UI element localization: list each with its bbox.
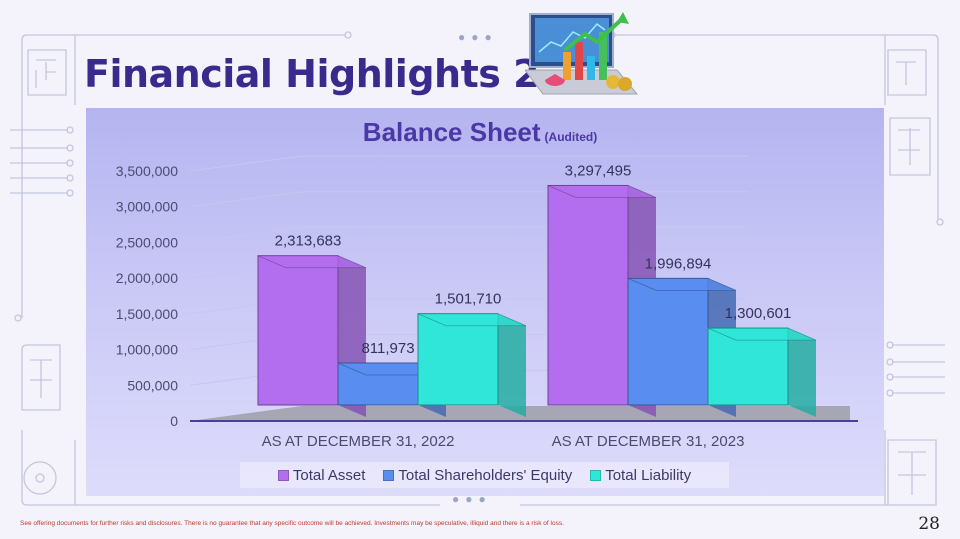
y-tick-label: 1,000,000 [116, 342, 178, 358]
y-tick-label: 2,000,000 [116, 270, 178, 286]
chart-panel [86, 108, 884, 496]
legend-swatch-shareholders-equity [383, 469, 395, 481]
bar [257, 255, 339, 406]
chart-subtitle: (Audited) [544, 130, 598, 144]
data-label: 1,300,601 [725, 305, 792, 322]
data-label: 1,501,710 [435, 291, 502, 308]
bar-side [788, 328, 816, 417]
laptop-chart-illustration [525, 12, 639, 95]
legend-swatch-total-liability [590, 469, 602, 481]
data-label: 2,313,683 [275, 233, 342, 250]
bar-top [417, 313, 527, 327]
risk-disclaimer: See offering documents for further risks… [20, 520, 564, 527]
legend-item-total-asset: Total Asset [277, 466, 366, 484]
legend-swatch-total-asset [277, 469, 289, 481]
top-dots-decoration: ●●● [458, 30, 498, 44]
legend-item-shareholders-equity: Total Shareholders' Equity [383, 467, 572, 484]
bar [417, 313, 499, 406]
y-tick-label: 3,500,000 [116, 163, 178, 179]
slide-title: Financial Highlights 2 [84, 52, 540, 96]
y-tick-label: 2,500,000 [116, 234, 178, 250]
bar [627, 277, 709, 406]
gridline [189, 191, 748, 208]
x-tick-label: AS AT DECEMBER 31, 2022 [262, 433, 455, 450]
chart-legend: Total Asset Total Shareholders' Equity T… [240, 462, 729, 488]
bottom-dots-decoration: ●●● [452, 492, 492, 506]
data-label: 1,996,894 [645, 255, 712, 272]
data-label: 3,297,495 [565, 162, 632, 179]
legend-label-total-asset: Total Asset [292, 466, 366, 484]
page-number: 28 [918, 514, 940, 534]
chart-title-text: Balance Sheet [362, 117, 541, 147]
bar-top [547, 185, 657, 198]
gridline [189, 155, 748, 172]
bar-top [257, 255, 367, 269]
bar-side [498, 313, 526, 417]
y-tick-label: 0 [170, 413, 178, 429]
data-label: 811,973 [361, 340, 414, 357]
y-tick-label: 1,500,000 [116, 306, 178, 322]
x-tick-label: AS AT DECEMBER 31, 2023 [552, 433, 745, 450]
y-tick-label: 500,000 [127, 377, 178, 393]
y-tick-label: 3,000,000 [116, 199, 178, 215]
chart-title: Balance Sheet (Audited) [0, 117, 960, 148]
legend-label-shareholders-equity: Total Shareholders' Equity [398, 466, 573, 484]
legend-item-total-liability: Total Liability [590, 467, 691, 484]
bar [547, 184, 629, 406]
bar [707, 327, 789, 406]
bar-top [627, 277, 737, 291]
legend-label-total-liability: Total Liability [605, 466, 692, 484]
bar-top [707, 327, 817, 341]
